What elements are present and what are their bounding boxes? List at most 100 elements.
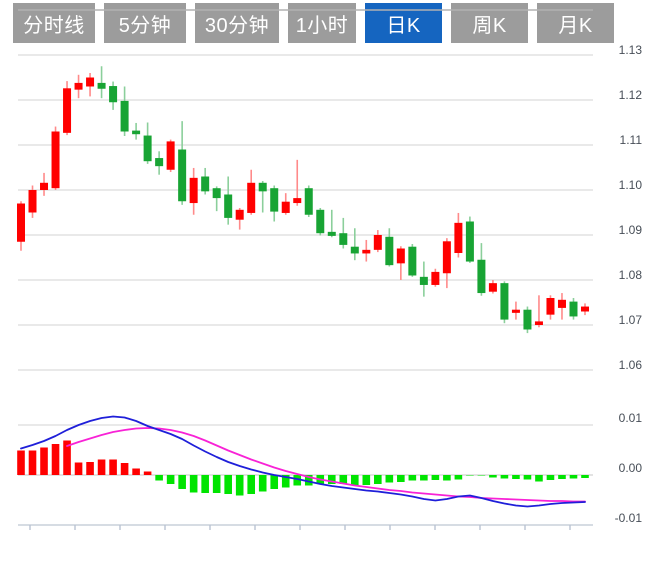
candle-body [74,82,83,90]
kline-chart[interactable]: 1.13 1.12 1.11 1.10 1.09 1.08 1.07 1.06 0.01 0.00… [0,0,650,530]
macd-histogram-bar [339,475,348,484]
candle-body [17,203,25,242]
macd-histogram-bar [17,450,25,475]
candle-body [97,82,106,89]
candle-body [396,248,405,264]
price-axis-label: 1.12 [619,88,643,102]
macd-histogram-bar [431,475,440,480]
candle-body [178,149,187,202]
candle-body [431,271,440,285]
candle-body [581,306,589,312]
candle-body [442,241,451,274]
macd-histogram-bar [212,475,221,493]
macd-axis-label: -0.01 [615,511,643,525]
candle-body [120,100,129,132]
candle-body [143,135,152,162]
candle-body [465,221,474,262]
macd-histogram-bar [397,475,405,482]
price-axis-label: 1.08 [619,268,643,282]
macd-histogram-bar [258,475,267,492]
candle-body [419,276,428,285]
macd-histogram-bar [546,475,555,480]
macd-histogram-bar [86,462,94,475]
candle-body [511,309,520,313]
candle-body [304,188,313,215]
price-axis-label: 1.07 [619,313,643,327]
macd-histogram-bar [120,463,129,475]
candle-body [477,259,486,294]
macd-histogram-bar [97,459,106,475]
macd-histogram-bar [581,475,589,478]
macd-histogram-bar [385,475,394,483]
candle-body [201,176,210,192]
macd-histogram-bar [408,475,417,481]
candle-body [454,222,463,253]
price-axis-label: 1.09 [619,223,643,237]
macd-histogram-bar [443,475,451,481]
candle-body [362,249,371,254]
macd-histogram-bar [523,475,532,480]
macd-histogram-bar [374,475,382,484]
macd-histogram-bar [63,440,71,475]
macd-histogram-bar [270,475,279,489]
macd-histogram-bar [362,475,371,485]
macd-histogram-bar [201,475,209,493]
candle-body [350,246,359,254]
macd-histogram-bar [178,475,186,489]
macd-histogram-bar [109,459,117,475]
dif-line [20,415,586,508]
macd-histogram-bar [143,471,152,475]
candle-body [523,309,532,330]
candle-body [327,231,336,236]
candle-body [534,321,543,325]
candle-body [28,190,37,213]
candle-body [316,209,325,234]
macd-histogram-bar [500,475,509,479]
price-axis-label: 1.13 [619,43,643,57]
macd-histogram-bar [350,475,359,486]
candle-body [408,246,417,276]
candle-body [224,194,233,218]
macd-histogram-bar [224,475,232,494]
candle-body [293,198,302,204]
macd-histogram-bar [235,475,244,496]
candle-body [40,182,49,190]
candle-body [166,141,175,170]
macd-histogram-bar [304,475,313,486]
macd-histogram-bar [327,475,336,484]
candle-body [500,283,509,320]
macd-histogram-bar [51,444,60,475]
macd-histogram-bar [74,462,83,475]
candle-body [385,236,394,266]
candle-body [488,283,497,292]
candle-body [247,182,256,213]
price-axis-label: 1.10 [619,178,643,192]
macd-histogram-bar [466,475,474,476]
price-axis-label: 1.11 [620,133,643,147]
candle-body [281,201,290,213]
macd-histogram-bar [132,468,140,475]
candle-body [155,158,164,167]
macd-histogram-bar [155,475,163,481]
candle-body [235,209,244,220]
macd-histogram-bar [489,475,497,478]
macd-axis-label: 0.01 [619,411,643,425]
candle-body [212,188,221,199]
candle-body [339,233,348,245]
price-axis-label: 1.06 [619,358,643,372]
macd-histogram-bar [247,475,256,494]
macd-histogram-bar [454,475,463,480]
macd-histogram-bar [535,475,543,482]
macd-axis-label: 0.00 [619,461,643,475]
macd-histogram-bar [293,475,302,486]
macd-histogram-bar [281,475,290,488]
dea-line [66,427,586,503]
tab-30min[interactable]: 30分钟 [195,3,279,43]
candle-body [373,235,382,250]
candle-body [258,182,267,192]
candle-body [63,88,72,133]
macd-histogram-bar [189,475,198,493]
candle-body [51,131,60,189]
macd-histogram-bar [166,475,175,484]
candle-body [109,86,118,103]
